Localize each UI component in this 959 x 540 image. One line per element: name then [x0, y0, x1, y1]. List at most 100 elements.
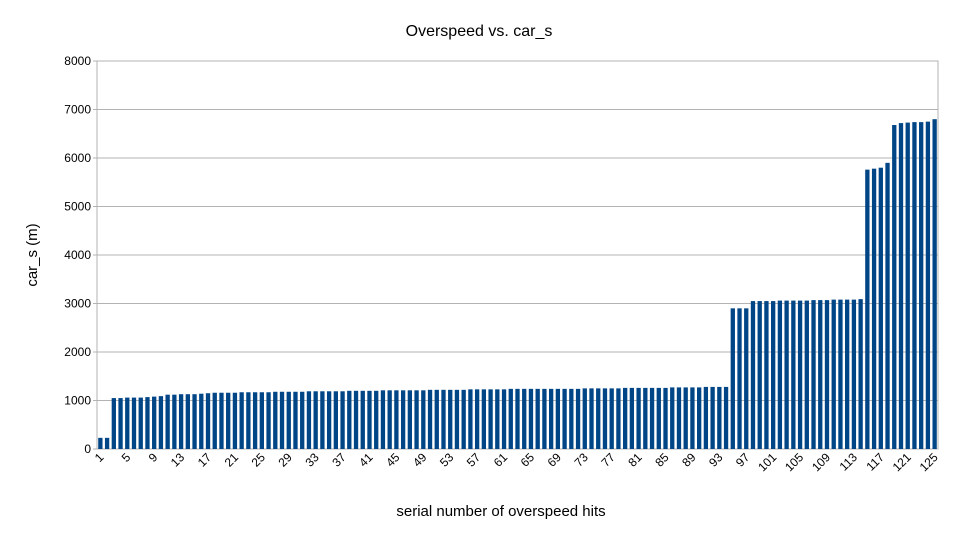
bar — [279, 391, 285, 449]
x-tick-label: 41 — [356, 450, 376, 470]
bar — [306, 391, 312, 449]
x-tick-label: 109 — [809, 450, 833, 474]
bar — [387, 390, 392, 449]
bar — [454, 389, 460, 449]
bar — [670, 387, 675, 449]
bar — [555, 388, 561, 449]
bar — [582, 388, 587, 449]
bar — [548, 388, 554, 449]
bar — [461, 389, 466, 449]
x-tick-label: 29 — [276, 450, 296, 470]
bar — [831, 299, 836, 449]
x-tick-label: 69 — [545, 450, 565, 470]
bar — [152, 396, 157, 449]
x-tick-label: 73 — [572, 450, 592, 470]
bar — [400, 390, 406, 449]
bar — [232, 392, 238, 449]
bar — [535, 388, 540, 449]
bar — [824, 300, 830, 449]
bar — [676, 387, 682, 449]
x-tick-label: 97 — [733, 450, 753, 470]
bar — [750, 301, 756, 449]
bar — [347, 390, 352, 449]
y-tick-label: 2000 — [64, 345, 91, 359]
bar — [898, 123, 904, 449]
bar — [205, 393, 211, 449]
x-tick-label: 53 — [437, 450, 457, 470]
x-tick-label: 125 — [917, 450, 941, 474]
x-tick-label: 89 — [679, 450, 699, 470]
x-tick-label: 13 — [168, 450, 188, 470]
bar — [878, 167, 883, 449]
x-tick-label: 61 — [491, 450, 511, 470]
bar — [777, 300, 783, 449]
bar — [838, 299, 843, 449]
x-tick-label: 1 — [92, 450, 107, 465]
bar — [333, 391, 338, 449]
bar — [145, 397, 150, 449]
bar — [313, 391, 318, 449]
bar — [286, 391, 291, 449]
bar — [649, 387, 655, 449]
bar — [326, 391, 332, 449]
bar — [757, 301, 762, 449]
bar — [192, 394, 197, 449]
bar — [858, 299, 863, 449]
bar — [575, 388, 581, 449]
bar — [892, 125, 897, 450]
bar — [468, 389, 473, 449]
bar — [360, 390, 365, 449]
bar — [104, 437, 110, 449]
x-tick-label: 101 — [755, 450, 779, 474]
bar — [380, 390, 386, 449]
x-tick-label: 33 — [302, 450, 322, 470]
x-tick-label: 117 — [863, 450, 887, 474]
bar — [528, 388, 534, 449]
bar — [569, 388, 574, 449]
bar — [239, 392, 244, 449]
chart-title: Overspeed vs. car_s — [406, 23, 553, 40]
bar — [273, 391, 278, 449]
bar — [791, 300, 796, 449]
bar — [252, 392, 258, 449]
bar — [185, 394, 190, 449]
bar — [320, 391, 325, 449]
bar — [495, 389, 500, 449]
bar — [636, 387, 641, 449]
bar — [865, 169, 870, 449]
bar — [441, 389, 446, 449]
bar — [925, 121, 931, 449]
bar — [367, 390, 372, 449]
bar — [542, 388, 547, 449]
bar — [710, 386, 715, 449]
bar — [703, 386, 709, 449]
bar — [683, 387, 688, 449]
bar — [118, 398, 123, 449]
bar — [515, 388, 520, 449]
x-tick-label: 17 — [195, 450, 215, 470]
x-tick-label: 77 — [598, 450, 618, 470]
bar — [562, 388, 567, 449]
bar — [797, 300, 803, 449]
bar — [522, 388, 527, 449]
bar — [717, 386, 722, 449]
bar — [663, 387, 668, 449]
bar — [744, 308, 749, 449]
bar — [414, 390, 419, 449]
x-tick-label: 9 — [146, 450, 161, 465]
bar — [589, 388, 594, 449]
bar — [165, 394, 170, 449]
bar — [219, 392, 224, 449]
bar — [811, 300, 816, 449]
bar — [771, 301, 776, 449]
bar — [212, 392, 217, 449]
x-tick-label: 105 — [782, 450, 806, 474]
bar — [697, 387, 702, 449]
x-tick-label: 93 — [706, 450, 726, 470]
bar — [932, 119, 937, 449]
y-tick-label: 0 — [84, 442, 91, 456]
bar — [111, 398, 116, 449]
bar — [609, 388, 614, 449]
bar — [300, 391, 305, 449]
